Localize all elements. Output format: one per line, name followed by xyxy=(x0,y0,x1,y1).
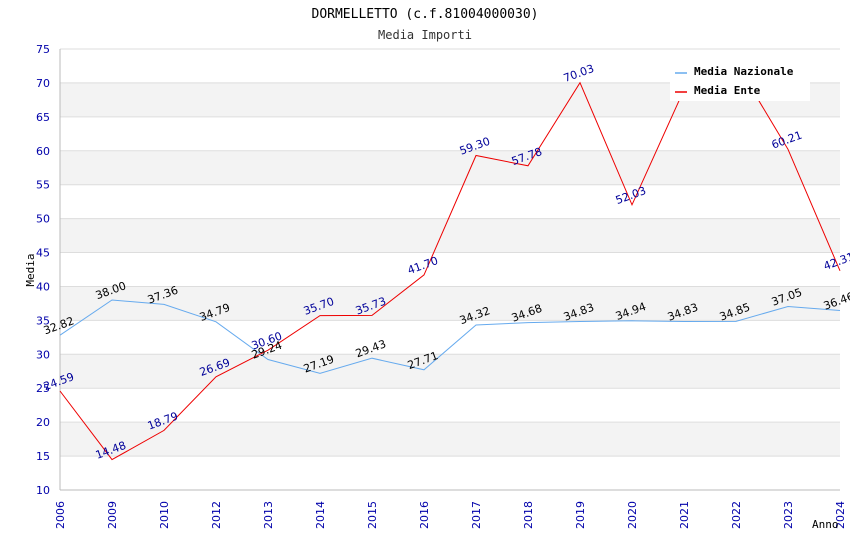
grid-bands xyxy=(60,49,840,490)
series-line-media-nazionale xyxy=(59,299,841,374)
y-tick-label: 50 xyxy=(36,213,50,226)
x-tick-label: 2010 xyxy=(158,501,171,529)
y-tick-label: 70 xyxy=(36,77,50,90)
x-tick-label: 2019 xyxy=(574,501,587,529)
x-axis-label: Anno xyxy=(812,518,839,531)
grid-band xyxy=(60,422,840,457)
y-tick-label: 55 xyxy=(36,179,50,192)
grid-lines xyxy=(60,48,840,491)
grid-band xyxy=(60,456,840,490)
x-tick-labels: 2006 2009 2010 2012 2013 2014 2015 2016 2017 2018… xyxy=(54,501,847,529)
grid-band xyxy=(60,184,840,219)
y-tick-label: 75 xyxy=(36,43,50,56)
legend-label-ente: Media Ente xyxy=(694,84,761,97)
y-tick-label: 20 xyxy=(36,416,50,429)
x-tick-label: 2006 xyxy=(54,501,67,529)
x-tick-label: 2018 xyxy=(522,501,535,529)
grid-band xyxy=(60,252,840,287)
x-tick-label: 2023 xyxy=(782,501,795,529)
x-tick-label: 2009 xyxy=(106,501,119,529)
x-tick-label: 2017 xyxy=(470,501,483,529)
y-tick-label: 65 xyxy=(36,111,50,124)
grid-band xyxy=(60,150,840,185)
chart-title: DORMELLETTO (c.f.81004000030) xyxy=(312,7,539,22)
x-tick-label: 2022 xyxy=(730,501,743,529)
y-tick-label: 45 xyxy=(36,247,50,260)
y-tick-label: 60 xyxy=(36,145,50,158)
legend: Media Nazionale Media Ente xyxy=(670,61,810,101)
grid-band xyxy=(60,354,840,389)
y-tick-label: 35 xyxy=(36,314,50,327)
grid-band xyxy=(60,388,840,423)
y-tick-labels: 10 15 20 25 30 35 40 45 50 55 60 65 70 75 xyxy=(36,43,50,497)
chart-subtitle: Media Importi xyxy=(378,28,472,42)
x-tick-label: 2014 xyxy=(314,501,327,529)
x-tick-label: 2012 xyxy=(210,501,223,529)
grid-band xyxy=(60,218,840,253)
x-tick-label: 2021 xyxy=(678,501,691,529)
y-axis-label: Media xyxy=(24,253,37,286)
grid-band xyxy=(60,116,840,151)
y-tick-label: 15 xyxy=(36,450,50,463)
x-tick-label: 2016 xyxy=(418,501,431,529)
legend-label-nazionale: Media Nazionale xyxy=(694,65,794,78)
y-tick-label: 30 xyxy=(36,348,50,361)
y-tick-label: 40 xyxy=(36,280,50,293)
x-tick-label: 2015 xyxy=(366,501,379,529)
grid-band xyxy=(60,320,840,355)
x-tick-label: 2020 xyxy=(626,501,639,529)
grid-band xyxy=(60,286,840,321)
legend-box xyxy=(670,61,810,101)
y-tick-label: 10 xyxy=(36,484,50,497)
x-tick-label: 2013 xyxy=(262,501,275,529)
x-tick-label: 2024 xyxy=(834,501,847,529)
y-tick-label: 25 xyxy=(36,382,50,395)
